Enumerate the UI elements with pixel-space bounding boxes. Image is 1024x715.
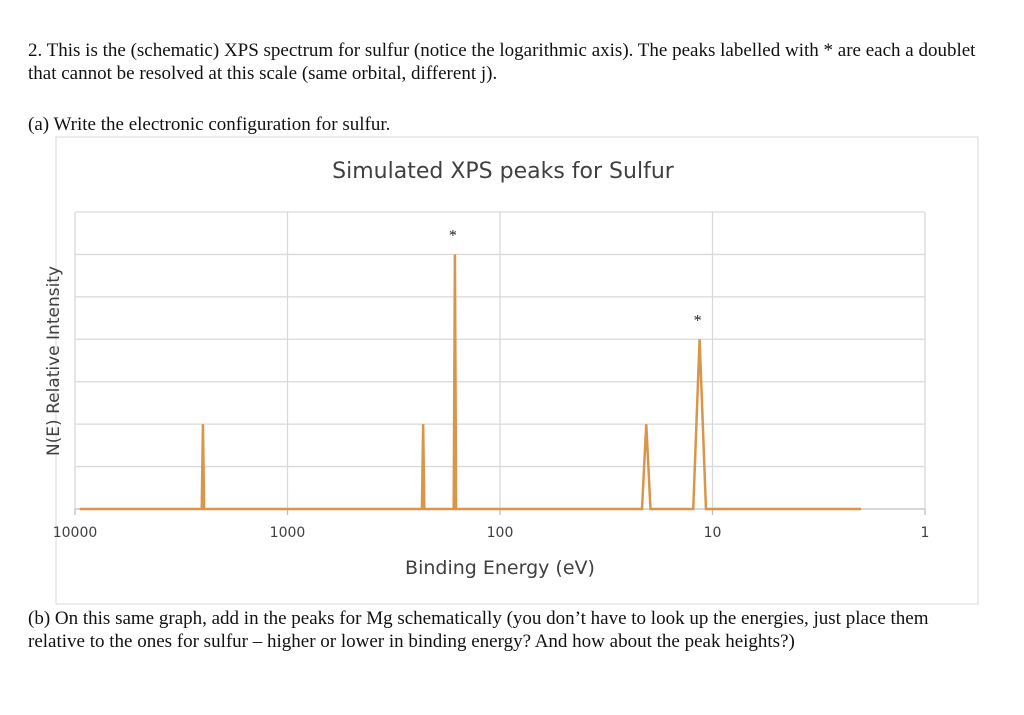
chart-title: Simulated XPS peaks for Sulfur xyxy=(332,159,675,184)
chart-frame xyxy=(55,136,979,605)
y-axis-label: N(E) Relative Intensity xyxy=(44,266,64,456)
x-tick-label: 10 xyxy=(704,525,722,541)
peak-label-asterisk: * xyxy=(694,312,702,329)
sulfur-spectrum-line xyxy=(79,254,862,511)
x-axis-label: Binding Energy (eV) xyxy=(405,557,595,579)
x-tick-label: 1 xyxy=(921,525,930,541)
peak-label-asterisk: * xyxy=(449,227,457,244)
question-part-a: (a) Write the electronic configuration f… xyxy=(28,114,391,135)
question-intro: 2. This is the (schematic) XPS spectrum … xyxy=(28,40,976,84)
x-tick-label: 1000 xyxy=(270,525,306,541)
question-part-b: (b) On this same graph, add in the peaks… xyxy=(28,608,929,652)
x-tick-label: 100 xyxy=(487,525,514,541)
x-tick-label: 10000 xyxy=(53,525,98,541)
